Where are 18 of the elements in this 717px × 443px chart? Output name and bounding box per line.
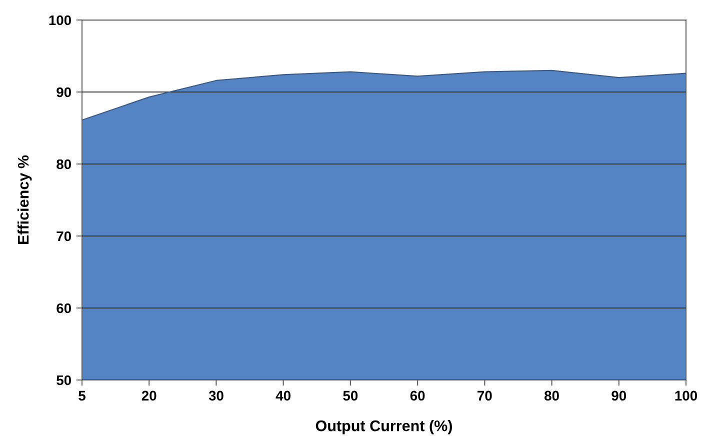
y-tick-label: 60 <box>56 303 72 314</box>
x-tick-label: 30 <box>208 390 224 401</box>
y-axis-title: Efficiency % <box>18 155 32 244</box>
y-tick-label: 80 <box>56 159 72 170</box>
x-tick-label: 60 <box>410 390 425 401</box>
x-axis-title: Output Current (%) <box>316 420 452 434</box>
x-tick-label: 70 <box>478 390 492 401</box>
x-tick-label: 40 <box>276 390 290 401</box>
x-tick-label: 20 <box>142 390 156 401</box>
x-tick-label: 50 <box>343 390 358 401</box>
x-tick-label: 80 <box>544 390 559 401</box>
x-tick-label: 100 <box>675 390 698 401</box>
y-tick-label: 90 <box>56 87 72 98</box>
x-tick-label: 90 <box>612 390 626 401</box>
x-tick-label: 5 <box>78 390 86 401</box>
y-tick-label: 70 <box>56 231 72 242</box>
y-tick-label: 100 <box>49 15 72 26</box>
y-tick-label: 50 <box>56 375 72 386</box>
